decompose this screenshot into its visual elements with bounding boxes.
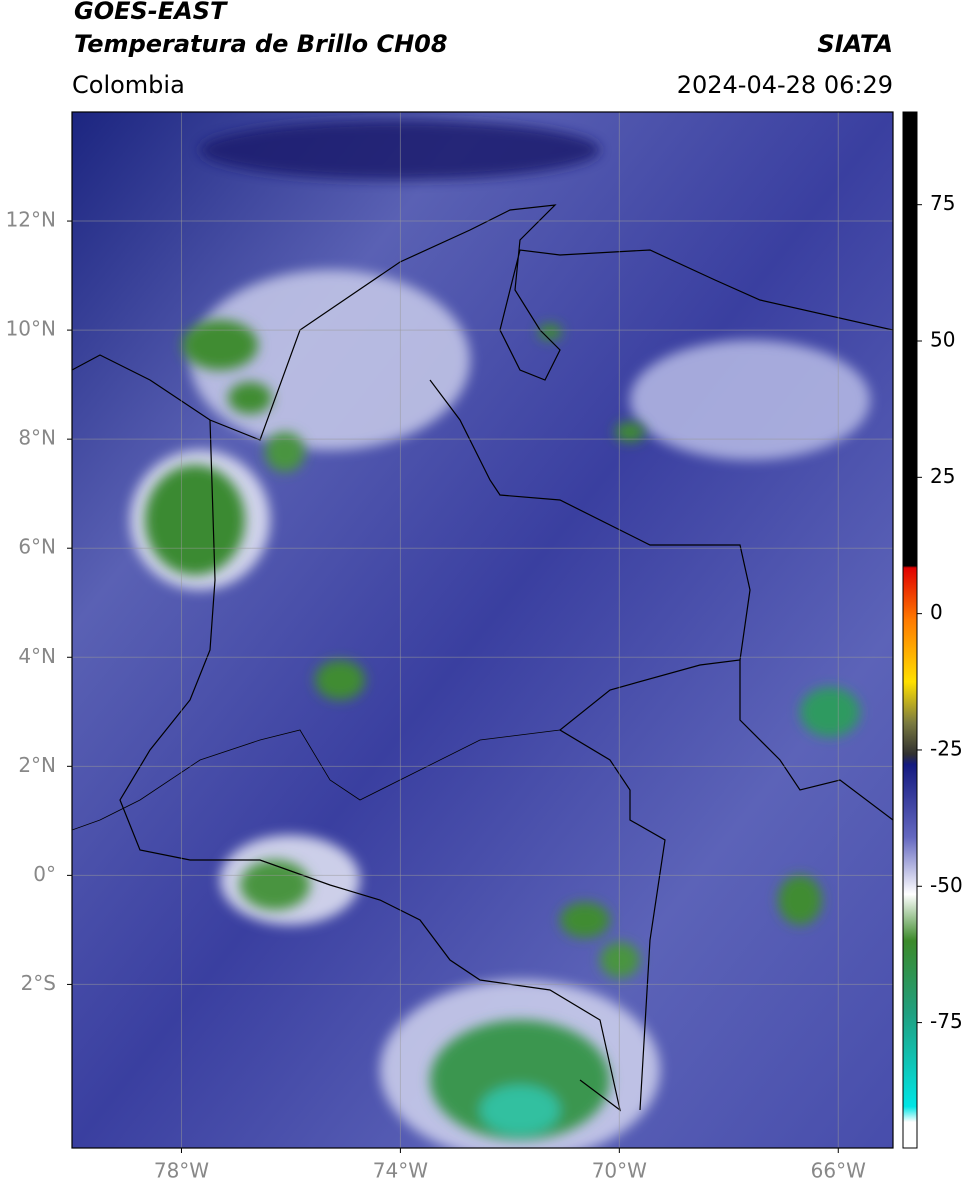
colorbar-tick-label: -25 bbox=[930, 736, 963, 760]
y-tick-label: 0° bbox=[33, 862, 56, 886]
x-tick-label: 70°W bbox=[592, 1159, 647, 1183]
region: Colombia bbox=[72, 71, 185, 99]
y-tick-label: 12°N bbox=[6, 208, 56, 232]
y-tick-label: 4°N bbox=[18, 644, 56, 668]
source: SIATA bbox=[817, 30, 893, 58]
subtitle: Temperatura de Brillo CH08 bbox=[74, 30, 448, 58]
colorbar bbox=[902, 111, 918, 1149]
colorbar-tick-label: 75 bbox=[930, 191, 955, 215]
map-frame bbox=[71, 111, 894, 1149]
colorbar-tick-label: 0 bbox=[930, 600, 943, 624]
y-tick-label: 8°N bbox=[18, 426, 56, 450]
graticule bbox=[72, 112, 893, 1148]
colorbar-tick-label: -75 bbox=[930, 1009, 963, 1033]
y-tick-label: 2°S bbox=[21, 971, 56, 995]
map-image bbox=[72, 112, 893, 1148]
y-tick-label: 6°N bbox=[18, 535, 56, 559]
colorbar-tick-label: -50 bbox=[930, 873, 963, 897]
y-tick-label: 10°N bbox=[6, 317, 56, 341]
colorbar-tick-label: 25 bbox=[930, 464, 955, 488]
timestamp: 2024-04-28 06:29 bbox=[677, 71, 893, 99]
x-tick-label: 74°W bbox=[373, 1159, 428, 1183]
x-tick-label: 78°W bbox=[154, 1159, 209, 1183]
y-tick-label: 2°N bbox=[18, 753, 56, 777]
x-tick-label: 66°W bbox=[811, 1159, 866, 1183]
colorbar-tick-label: 50 bbox=[930, 328, 955, 352]
title: GOES-EAST bbox=[74, 0, 228, 25]
